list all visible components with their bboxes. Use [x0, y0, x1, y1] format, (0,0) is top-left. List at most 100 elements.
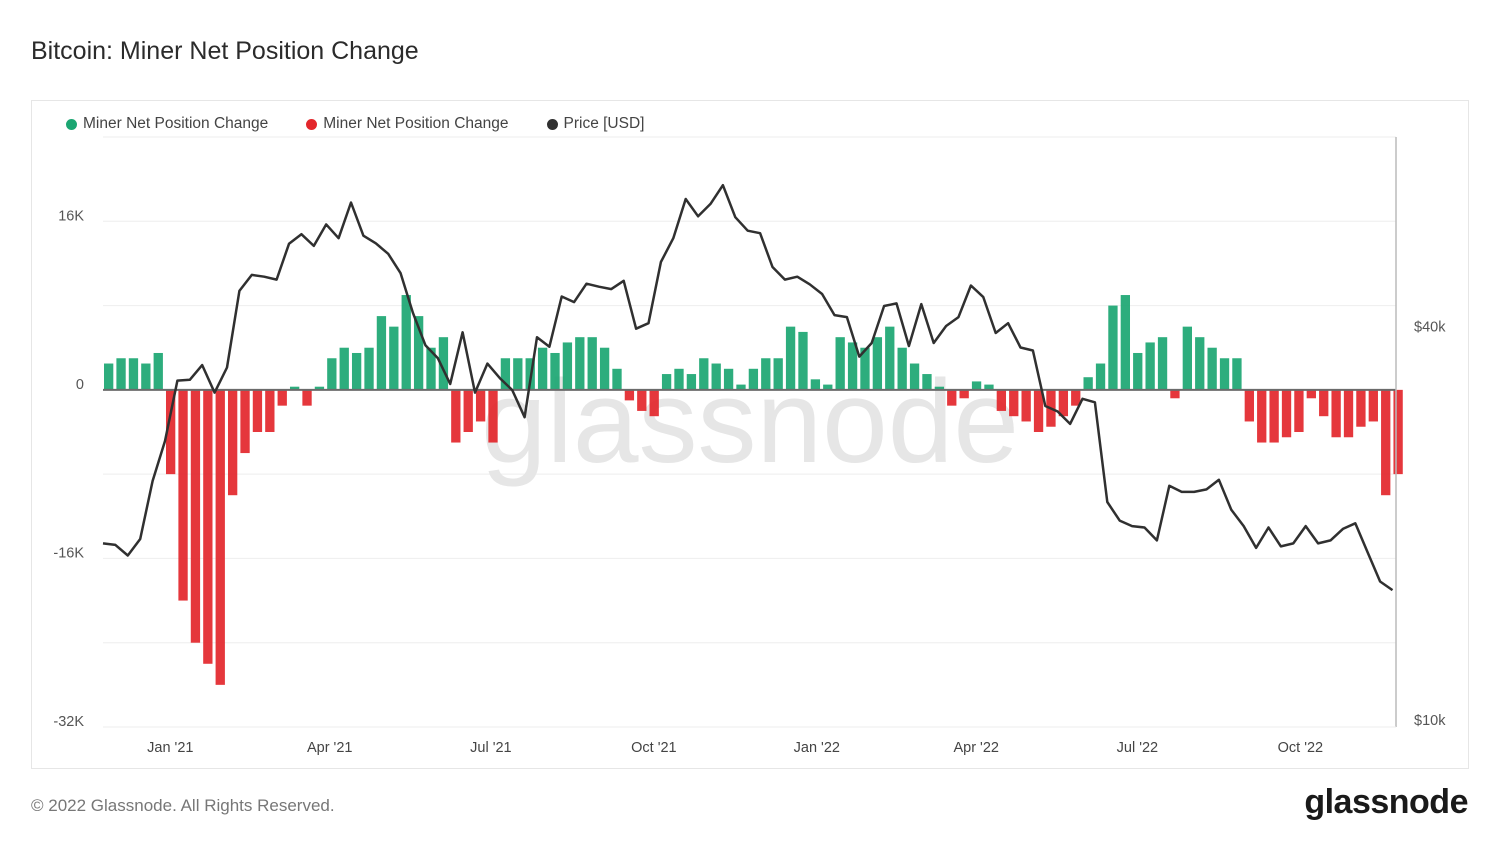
bar-negative — [1331, 389, 1341, 438]
bar-positive — [773, 358, 783, 390]
x-tick-label: Jan '22 — [794, 740, 840, 756]
copyright: © 2022 Glassnode. All Rights Reserved. — [31, 796, 335, 815]
bar-positive — [909, 363, 920, 390]
bar-positive — [798, 331, 808, 390]
legend-label: Miner Net Position Change — [83, 115, 269, 132]
bar-positive — [314, 386, 325, 390]
y-left-tick-label: -32K — [53, 714, 84, 730]
x-tick-label: Apr '21 — [307, 740, 353, 756]
bar-negative — [302, 389, 312, 406]
bar-positive — [562, 342, 573, 390]
legend-label: Price [USD] — [563, 115, 645, 132]
bar-positive — [1157, 337, 1168, 390]
bar-positive — [327, 358, 337, 390]
bar-positive — [823, 384, 833, 390]
chart-title: Bitcoin: Miner Net Position Change — [31, 37, 419, 65]
bar-positive — [922, 374, 932, 390]
bar-negative — [1393, 389, 1403, 475]
bar-positive — [723, 368, 734, 390]
bar-negative — [252, 389, 263, 432]
legend-item-positive[interactable]: Miner Net Position Change — [66, 115, 268, 133]
bar-positive — [376, 316, 387, 390]
legend-label: Miner Net Position Change — [323, 115, 509, 132]
legend-dot-icon — [546, 118, 558, 130]
bar-negative — [240, 389, 250, 454]
legend-item-price[interactable]: Price [USD] — [546, 115, 645, 133]
bar-negative — [1356, 389, 1366, 427]
bar-negative — [1033, 389, 1044, 432]
bar-positive — [686, 374, 697, 390]
legend-dot-icon — [66, 118, 77, 130]
bar-positive — [1120, 295, 1131, 390]
bar-positive — [513, 358, 523, 390]
bar-negative — [1071, 389, 1081, 406]
bar-positive — [351, 352, 362, 390]
bar-positive — [599, 347, 610, 390]
bar-positive — [612, 368, 622, 390]
bar-negative — [1009, 389, 1019, 417]
bar-positive — [1182, 326, 1192, 390]
bar-positive — [872, 337, 883, 390]
bar-negative — [1368, 389, 1378, 422]
bar-positive — [1232, 358, 1242, 390]
bar-positive — [785, 326, 796, 390]
bar-negative — [178, 389, 188, 601]
bar-positive — [426, 347, 436, 390]
bar-positive — [885, 326, 895, 390]
bar-positive — [711, 363, 721, 390]
bar-positive — [413, 316, 424, 390]
price-line — [102, 183, 1394, 592]
bar-positive — [550, 352, 560, 390]
x-tick-label: Jul '22 — [1117, 740, 1158, 756]
legend-dot-icon — [306, 118, 318, 130]
bar-negative — [451, 389, 461, 443]
y-left-tick-label: -16K — [53, 545, 84, 561]
bar-positive — [934, 386, 945, 390]
x-tick-label: Apr '22 — [953, 740, 999, 756]
bar-positive — [587, 337, 597, 390]
bar-negative — [1058, 389, 1069, 417]
bar-negative — [1294, 389, 1304, 432]
bar-positive — [116, 358, 126, 390]
legend-item-negative[interactable]: Miner Net Position Change — [306, 115, 509, 133]
y-right-tick-label: $40k — [1414, 320, 1446, 336]
bar-positive — [736, 384, 746, 390]
bar-negative — [215, 389, 225, 685]
bar-negative — [1170, 389, 1180, 399]
chart-container — [31, 100, 1469, 769]
bar-negative — [947, 389, 957, 406]
bar-positive — [438, 337, 449, 390]
bar-positive — [339, 347, 349, 390]
x-tick-label: Oct '21 — [631, 740, 676, 756]
x-tick-label: Jul '21 — [470, 740, 511, 756]
bar-positive — [1219, 358, 1230, 390]
bar-positive — [153, 352, 163, 390]
bar-positive — [835, 337, 845, 390]
bar-negative — [1281, 389, 1292, 438]
bar-negative — [165, 389, 176, 475]
bar-negative — [996, 389, 1007, 411]
bar-positive — [1133, 352, 1143, 390]
bar-negative — [1306, 389, 1316, 399]
bar-negative — [1269, 389, 1279, 443]
bar-negative — [265, 389, 275, 432]
bar-negative — [463, 389, 473, 432]
bar-positive — [971, 381, 982, 390]
bar-positive — [104, 363, 114, 390]
bar-positive — [1083, 377, 1093, 390]
bar-positive — [537, 347, 548, 390]
bar-positive — [1095, 363, 1106, 390]
bar-negative — [1257, 389, 1267, 443]
bar-positive — [810, 379, 821, 390]
bar-positive — [500, 358, 511, 390]
bar-positive — [389, 326, 399, 390]
bar-negative — [1319, 389, 1329, 417]
y-left-tick-label: 0 — [76, 377, 84, 393]
bar-negative — [203, 389, 213, 664]
bar-positive — [661, 374, 672, 390]
bar-positive — [575, 337, 585, 390]
bar-negative — [649, 389, 659, 417]
bar-negative — [959, 389, 969, 399]
glassnode-logo: glassnode — [1304, 783, 1468, 821]
